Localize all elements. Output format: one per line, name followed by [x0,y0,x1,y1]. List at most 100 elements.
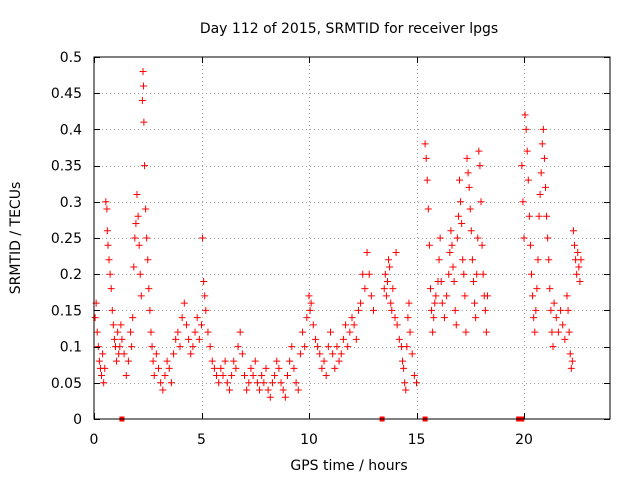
data-point [424,205,432,213]
data-point [264,386,272,394]
data-point [131,234,139,242]
data-point [533,285,541,293]
data-point [400,364,408,372]
data-point [380,285,388,293]
data-point [475,147,483,155]
data-point [301,343,309,351]
data-point [143,234,151,242]
data-point [395,335,403,343]
data-point [271,372,279,380]
data-point [129,314,137,322]
data-point [320,357,328,365]
data-point [103,227,111,235]
data-point [410,372,418,380]
data-point [383,277,391,285]
data-point [464,169,472,177]
data-point [565,328,573,336]
data-point [365,270,373,278]
chart-title: Day 112 of 2015, SRMTID for receiver lpg… [200,21,498,37]
data-point [344,343,352,351]
data-point [116,343,124,351]
data-point [462,328,470,336]
data-point [296,350,304,358]
x-tick-label: 20 [515,432,533,448]
data-point [428,306,436,314]
data-point [134,212,142,220]
data-point [138,96,146,104]
data-point [473,270,481,278]
data-point [530,314,538,322]
data-point [447,227,455,235]
data-point [359,270,367,278]
data-point [165,364,173,372]
data-point [142,205,150,213]
data-point [144,256,152,264]
data-point [260,379,268,387]
data-point [101,364,109,372]
data-point [403,343,411,351]
data-point [318,364,326,372]
plot-frame [93,56,611,420]
data-point [429,328,437,336]
data-point [163,357,171,365]
data-point [535,212,543,220]
data-point [543,212,551,220]
data-point [122,372,130,380]
data-point [386,263,394,271]
data-point [279,386,287,394]
data-point [176,343,184,351]
data-point [437,277,445,285]
data-point [238,350,246,358]
data-point [223,379,231,387]
data-point [228,372,236,380]
data-point [536,191,544,199]
data-point [135,241,143,249]
data-point [460,270,468,278]
data-point [519,198,527,206]
x-tick-label: 10 [300,432,318,448]
data-point [449,263,457,271]
data-point [430,314,438,322]
data-point [221,357,229,365]
data-point [258,372,266,380]
data-point [435,256,443,264]
data-point [225,386,233,394]
data-point [230,357,238,365]
data-point [185,335,193,343]
data-point [574,248,582,256]
data-point [286,357,294,365]
data-point [198,321,205,329]
data-point [549,343,557,351]
tick-labels: 0 0.05 0.1 0.15 0.2 0.25 0.3 0.35 0.4 0.45 0.5 0 5 10… [51,50,533,448]
y-tick-label: 0.35 [51,159,82,175]
data-point [466,205,474,213]
data-point [110,335,118,343]
data-point [521,111,529,119]
data-point [399,357,407,365]
data-point [245,379,253,387]
data-point [100,379,108,387]
data-point [120,350,128,358]
data-point [145,285,153,293]
data-point [406,328,414,336]
data-point [385,256,393,264]
y-tick-label: 0.5 [60,50,82,66]
data-point [299,328,307,336]
data-point [113,357,121,365]
data-point [114,328,122,336]
data-point [236,328,244,336]
data-point [557,306,565,314]
data-point [150,372,158,380]
data-point [294,386,302,394]
x-axis-label: GPS time / hours [290,458,407,474]
data-point [457,198,465,206]
data-point [266,393,274,401]
data-point [195,335,203,343]
data-point [545,256,553,264]
data-point [140,118,148,126]
data-point [103,205,111,213]
data-point [537,169,545,177]
data-point [292,379,300,387]
data-point [204,328,212,336]
data-point [482,328,490,336]
